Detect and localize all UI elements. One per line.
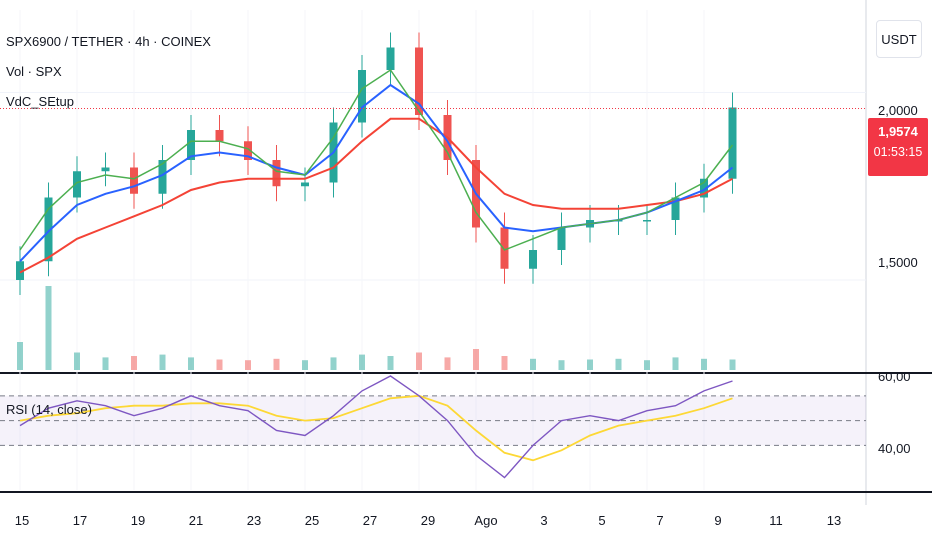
volume-bar bbox=[587, 359, 593, 370]
candle-body bbox=[301, 182, 309, 187]
last-price-badge: 1,9574 01:53:15 bbox=[868, 118, 928, 176]
time-axis-label: 29 bbox=[420, 513, 436, 528]
candle-body bbox=[643, 220, 651, 222]
bar-countdown: 01:53:15 bbox=[873, 145, 923, 159]
candle-body bbox=[215, 130, 224, 142]
volume-bar bbox=[302, 360, 308, 370]
time-axis-label: 15 bbox=[14, 513, 30, 528]
currency-button[interactable]: USDT bbox=[876, 20, 922, 58]
candle-body bbox=[529, 250, 537, 269]
volume-bar bbox=[216, 359, 223, 370]
volume-bar bbox=[359, 354, 365, 370]
price-axis-label: 1,5000 bbox=[878, 255, 918, 270]
rsi-ma-line bbox=[19, 394, 733, 462]
candle-body bbox=[16, 261, 24, 280]
volume-bar bbox=[74, 352, 80, 370]
time-axis-label: 5 bbox=[598, 513, 606, 528]
symbol-legend[interactable]: SPX6900 / TETHER · 4h · COINEX bbox=[6, 34, 211, 49]
rsi-title[interactable]: RSI (14, close) bbox=[6, 402, 92, 417]
volume-bar bbox=[473, 349, 479, 370]
volume-bar bbox=[159, 354, 166, 370]
volume-bar bbox=[729, 359, 736, 370]
candle-body bbox=[187, 130, 195, 160]
volume-bar bbox=[644, 360, 650, 370]
time-axis-label: 9 bbox=[714, 513, 722, 528]
candle-body bbox=[272, 160, 281, 187]
candle-body bbox=[386, 47, 395, 70]
volume-bar bbox=[188, 357, 194, 370]
price-axis-label: 2,0000 bbox=[878, 103, 918, 118]
volume-bar bbox=[330, 357, 337, 370]
ema-slow-line bbox=[19, 117, 733, 274]
time-axis-label: 17 bbox=[72, 513, 88, 528]
candle-body bbox=[130, 167, 138, 194]
volume-bar bbox=[701, 358, 707, 370]
time-axis-label: Ago bbox=[474, 513, 498, 528]
volume-bar bbox=[501, 356, 508, 370]
candle-body bbox=[101, 167, 110, 172]
rsi-axis-label: 60,00 bbox=[878, 369, 911, 384]
volume-bar bbox=[387, 356, 394, 370]
volume-bar bbox=[672, 357, 679, 370]
candle-body bbox=[415, 47, 423, 115]
time-axis-label: 3 bbox=[540, 513, 548, 528]
candle-body bbox=[500, 227, 509, 269]
volume-bar bbox=[102, 357, 109, 370]
volume-bar bbox=[17, 342, 23, 370]
candle-body bbox=[728, 107, 737, 179]
time-axis-label: 25 bbox=[304, 513, 320, 528]
rsi-line bbox=[19, 375, 733, 479]
rsi-axis-label: 40,00 bbox=[878, 441, 911, 456]
last-price-value: 1,9574 bbox=[878, 124, 918, 139]
volume-legend[interactable]: Vol · SPX bbox=[6, 64, 62, 79]
time-axis-label: 7 bbox=[656, 513, 664, 528]
volume-bar bbox=[245, 360, 251, 370]
volume-bar bbox=[45, 286, 52, 370]
volume-bar bbox=[615, 358, 622, 370]
candle-body bbox=[73, 171, 81, 198]
volume-bar bbox=[131, 356, 137, 370]
ema-fast-line bbox=[19, 68, 734, 251]
time-axis-label: 23 bbox=[246, 513, 262, 528]
indicator-legend[interactable]: VdC_SEtup bbox=[6, 94, 74, 109]
time-axis-label: 11 bbox=[769, 513, 783, 528]
candle-body bbox=[158, 160, 167, 194]
time-axis-label: 19 bbox=[130, 513, 146, 528]
time-axis-label: 27 bbox=[362, 513, 378, 528]
volume-bar bbox=[273, 358, 280, 370]
candle-body bbox=[44, 197, 53, 262]
candle-body bbox=[671, 197, 680, 220]
candle-body bbox=[244, 141, 252, 160]
candle-body bbox=[358, 70, 366, 123]
volume-bar bbox=[416, 352, 422, 370]
candle-body bbox=[700, 178, 708, 198]
volume-bar bbox=[558, 360, 565, 370]
time-axis-label: 13 bbox=[826, 513, 842, 528]
candle-body bbox=[557, 227, 566, 250]
time-axis-label: 21 bbox=[188, 513, 204, 528]
volume-bar bbox=[530, 358, 536, 370]
volume-bar bbox=[444, 357, 451, 370]
